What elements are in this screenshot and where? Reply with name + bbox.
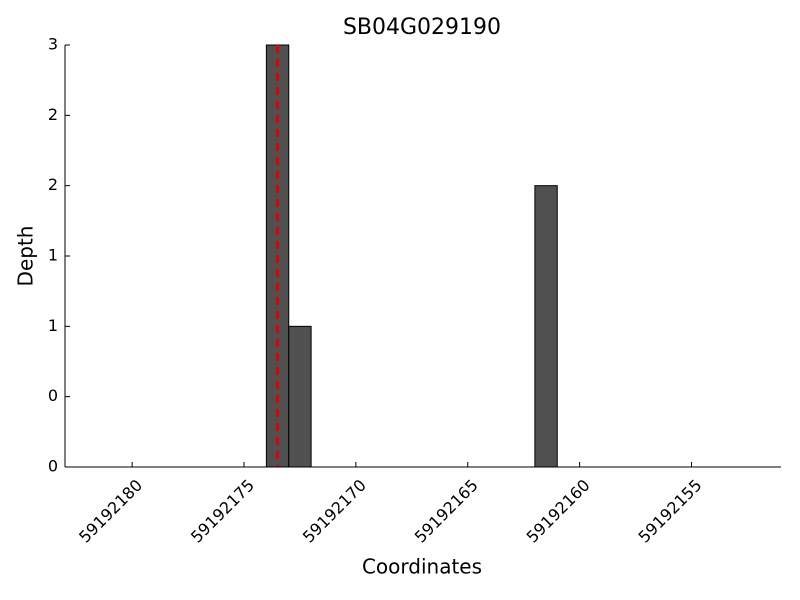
x-tick-label: 59192180 xyxy=(75,476,146,547)
y-tick-label: 1 xyxy=(48,316,58,335)
y-tick-label: 0 xyxy=(48,457,58,476)
x-axis-label: Coordinates xyxy=(362,555,482,579)
x-tick-label: 59192175 xyxy=(187,476,258,547)
y-tick-label: 0 xyxy=(48,386,58,405)
bar xyxy=(534,185,558,468)
bar xyxy=(288,325,312,468)
x-tick-label: 59192170 xyxy=(299,476,370,547)
chart-title: SB04G029190 xyxy=(343,15,501,40)
y-tick-label: 1 xyxy=(48,246,58,265)
y-tick-label: 2 xyxy=(48,105,58,124)
y-tick-label: 2 xyxy=(48,175,58,194)
y-tick-label: 3 xyxy=(48,35,58,54)
y-axis-label: Depth xyxy=(14,226,38,287)
x-tick-label: 59192155 xyxy=(634,476,705,547)
x-tick-label: 59192165 xyxy=(411,476,482,547)
x-tick-label: 59192160 xyxy=(523,476,594,547)
